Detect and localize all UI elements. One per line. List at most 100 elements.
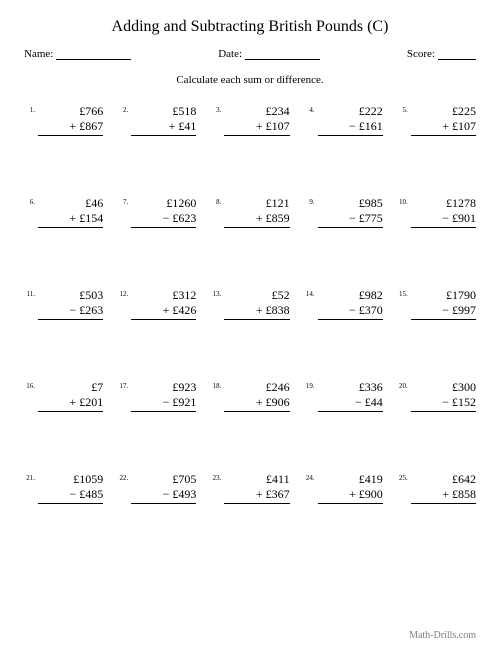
problem-number: 3.	[210, 104, 221, 114]
problem: 21.£1059− £485	[24, 472, 103, 504]
problem: 20.£300− £152	[397, 380, 476, 412]
operand-bottom: − £775	[318, 211, 383, 228]
problem-number: 18.	[210, 380, 221, 390]
operand-bottom: + £858	[411, 487, 476, 504]
problem-body: £246+ £906	[224, 380, 289, 412]
problem: 22.£705− £493	[117, 472, 196, 504]
problem-number: 19.	[304, 380, 315, 390]
operator: −	[163, 395, 173, 409]
score-field: Score:	[407, 48, 476, 60]
problem-number: 23.	[210, 472, 221, 482]
operator: +	[442, 487, 452, 501]
operand-b: £426	[172, 303, 196, 317]
operand-top: £982	[318, 288, 383, 303]
problem-body: £419+ £900	[318, 472, 383, 504]
problem-number: 1.	[24, 104, 35, 114]
operator: +	[256, 303, 266, 317]
problem: 2.£518+ £41	[117, 104, 196, 136]
problem-body: £300− £152	[411, 380, 476, 412]
operand-b: £493	[172, 487, 196, 501]
operand-bottom: − £485	[38, 487, 103, 504]
operand-b: £367	[266, 487, 290, 501]
problem-number: 21.	[24, 472, 35, 482]
problem: 15.£1790− £997	[397, 288, 476, 320]
problem: 24.£419+ £900	[304, 472, 383, 504]
operand-top: £246	[224, 380, 289, 395]
operator: +	[169, 119, 179, 133]
problem-number: 8.	[210, 196, 221, 206]
operator: −	[349, 211, 359, 225]
problem-body: £1059− £485	[38, 472, 103, 504]
operand-bottom: + £107	[411, 119, 476, 136]
problem-body: £642+ £858	[411, 472, 476, 504]
operand-bottom: − £493	[131, 487, 196, 504]
operand-bottom: + £867	[38, 119, 103, 136]
operand-top: £300	[411, 380, 476, 395]
problem-number: 17.	[117, 380, 128, 390]
problem: 12.£312+ £426	[117, 288, 196, 320]
problem: 17.£923− £921	[117, 380, 196, 412]
operand-top: £1260	[131, 196, 196, 211]
problem-number: 5.	[397, 104, 408, 114]
name-blank[interactable]	[56, 49, 131, 60]
operand-b: £152	[452, 395, 476, 409]
operand-bottom: + £906	[224, 395, 289, 412]
operand-bottom: − £161	[318, 119, 383, 136]
operand-bottom: + £859	[224, 211, 289, 228]
score-blank[interactable]	[438, 49, 476, 60]
operand-bottom: − £901	[411, 211, 476, 228]
operand-bottom: + £426	[131, 303, 196, 320]
operator: +	[349, 487, 359, 501]
operand-bottom: + £201	[38, 395, 103, 412]
operator: −	[355, 395, 365, 409]
problem: 16.£7+ £201	[24, 380, 103, 412]
problem: 5.£225+ £107	[397, 104, 476, 136]
page-title: Adding and Subtracting British Pounds (C…	[24, 18, 476, 36]
problem: 19.£336− £44	[304, 380, 383, 412]
operator: −	[349, 119, 359, 133]
problem: 23.£411+ £367	[210, 472, 289, 504]
operand-top: £705	[131, 472, 196, 487]
operand-b: £859	[266, 211, 290, 225]
operand-b: £997	[452, 303, 476, 317]
problem-body: £705− £493	[131, 472, 196, 504]
problem-number: 10.	[397, 196, 408, 206]
operator: −	[442, 303, 452, 317]
operator: −	[163, 211, 173, 225]
problem-number: 9.	[304, 196, 315, 206]
operand-b: £41	[178, 119, 196, 133]
problem: 13.£52+ £838	[210, 288, 289, 320]
problem-number: 24.	[304, 472, 315, 482]
operand-b: £263	[79, 303, 103, 317]
operator: +	[256, 211, 266, 225]
problem-number: 20.	[397, 380, 408, 390]
operand-bottom: + £838	[224, 303, 289, 320]
operand-top: £336	[318, 380, 383, 395]
problem: 18.£246+ £906	[210, 380, 289, 412]
operand-b: £775	[359, 211, 383, 225]
operand-bottom: − £921	[131, 395, 196, 412]
operand-bottom: − £152	[411, 395, 476, 412]
operand-bottom: − £44	[318, 395, 383, 412]
date-blank[interactable]	[245, 49, 320, 60]
problem-body: £46+ £154	[38, 196, 103, 228]
problem-body: £985− £775	[318, 196, 383, 228]
operator: +	[256, 395, 266, 409]
problem: 7.£1260− £623	[117, 196, 196, 228]
problem: 14.£982− £370	[304, 288, 383, 320]
problem-body: £121+ £859	[224, 196, 289, 228]
operator: +	[442, 119, 452, 133]
operand-top: £1790	[411, 288, 476, 303]
operand-top: £923	[131, 380, 196, 395]
operand-b: £623	[172, 211, 196, 225]
operand-bottom: − £263	[38, 303, 103, 320]
problem-number: 22.	[117, 472, 128, 482]
operator: +	[256, 487, 266, 501]
operand-top: £1059	[38, 472, 103, 487]
problem-grid: 1.£766+ £8672.£518+ £413.£234+ £1074.£22…	[24, 104, 476, 504]
problem-body: £225+ £107	[411, 104, 476, 136]
instruction-text: Calculate each sum or difference.	[24, 74, 476, 86]
operand-bottom: + £41	[131, 119, 196, 136]
problem-number: 16.	[24, 380, 35, 390]
date-label: Date:	[218, 48, 242, 60]
